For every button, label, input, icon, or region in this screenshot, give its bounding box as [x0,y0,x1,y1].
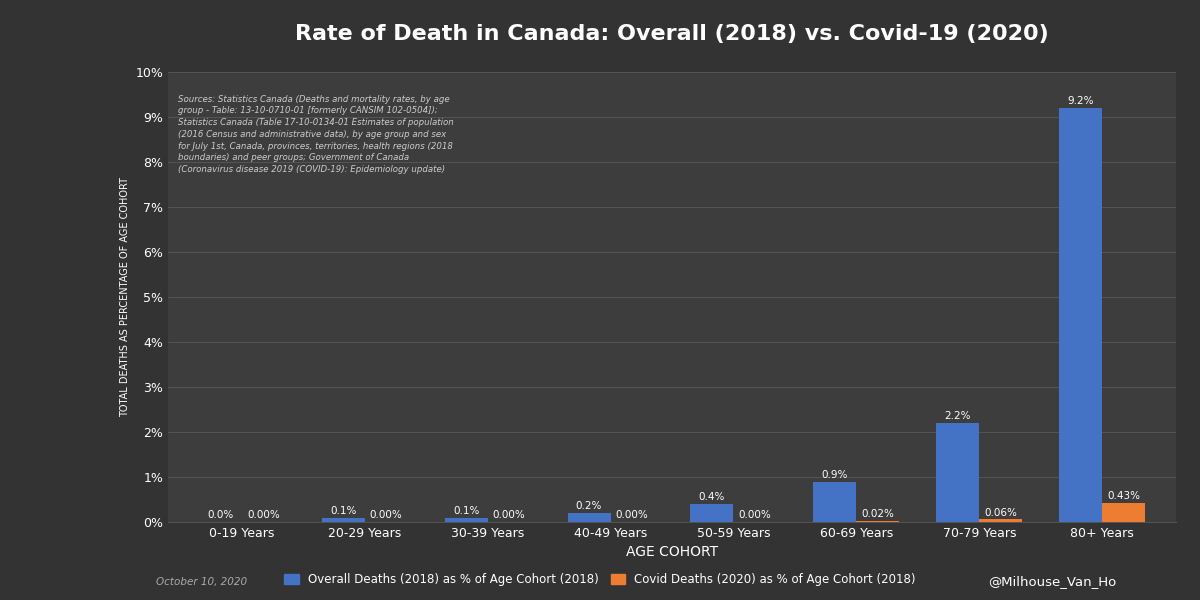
Bar [1103,503,1145,522]
Bar [814,481,857,522]
Text: 2.2%: 2.2% [944,411,971,421]
Text: 0.06%: 0.06% [984,508,1018,517]
Bar [444,517,487,522]
Bar [1060,108,1103,522]
Text: 0.9%: 0.9% [822,470,848,480]
Text: 0.43%: 0.43% [1108,491,1140,501]
Bar [690,504,733,522]
Text: 0.2%: 0.2% [576,501,602,511]
Text: 0.1%: 0.1% [330,506,356,515]
Bar [568,513,611,522]
Legend: Overall Deaths (2018) as % of Age Cohort (2018), Covid Deaths (2020) as % of Age: Overall Deaths (2018) as % of Age Cohort… [280,569,920,591]
Bar [979,519,1022,522]
Text: 0.02%: 0.02% [862,509,894,519]
Text: 9.2%: 9.2% [1068,96,1094,106]
Text: Sources: Statistics Canada (Deaths and mortality rates, by age
group - Table: 13: Sources: Statistics Canada (Deaths and m… [178,94,454,174]
Y-axis label: TOTAL DEATHS AS PERCENTAGE OF AGE COHORT: TOTAL DEATHS AS PERCENTAGE OF AGE COHORT [120,177,130,417]
Text: 0.00%: 0.00% [370,510,402,520]
Text: Rate of Death in Canada: Overall (2018) vs. Covid-19 (2020): Rate of Death in Canada: Overall (2018) … [295,24,1049,44]
Text: 0.4%: 0.4% [698,492,725,502]
Text: @Milhouse_Van_Ho: @Milhouse_Van_Ho [988,575,1116,588]
Text: 0.00%: 0.00% [739,510,772,520]
Bar [857,521,900,522]
X-axis label: AGE COHORT: AGE COHORT [626,545,718,559]
Text: October 10, 2020: October 10, 2020 [156,577,247,587]
Bar [322,517,365,522]
Bar [936,423,979,522]
Text: 0.0%: 0.0% [208,510,233,520]
Text: 0.00%: 0.00% [247,510,280,520]
Text: 0.00%: 0.00% [616,510,648,520]
Text: 0.1%: 0.1% [452,506,479,515]
Text: 0.00%: 0.00% [493,510,526,520]
